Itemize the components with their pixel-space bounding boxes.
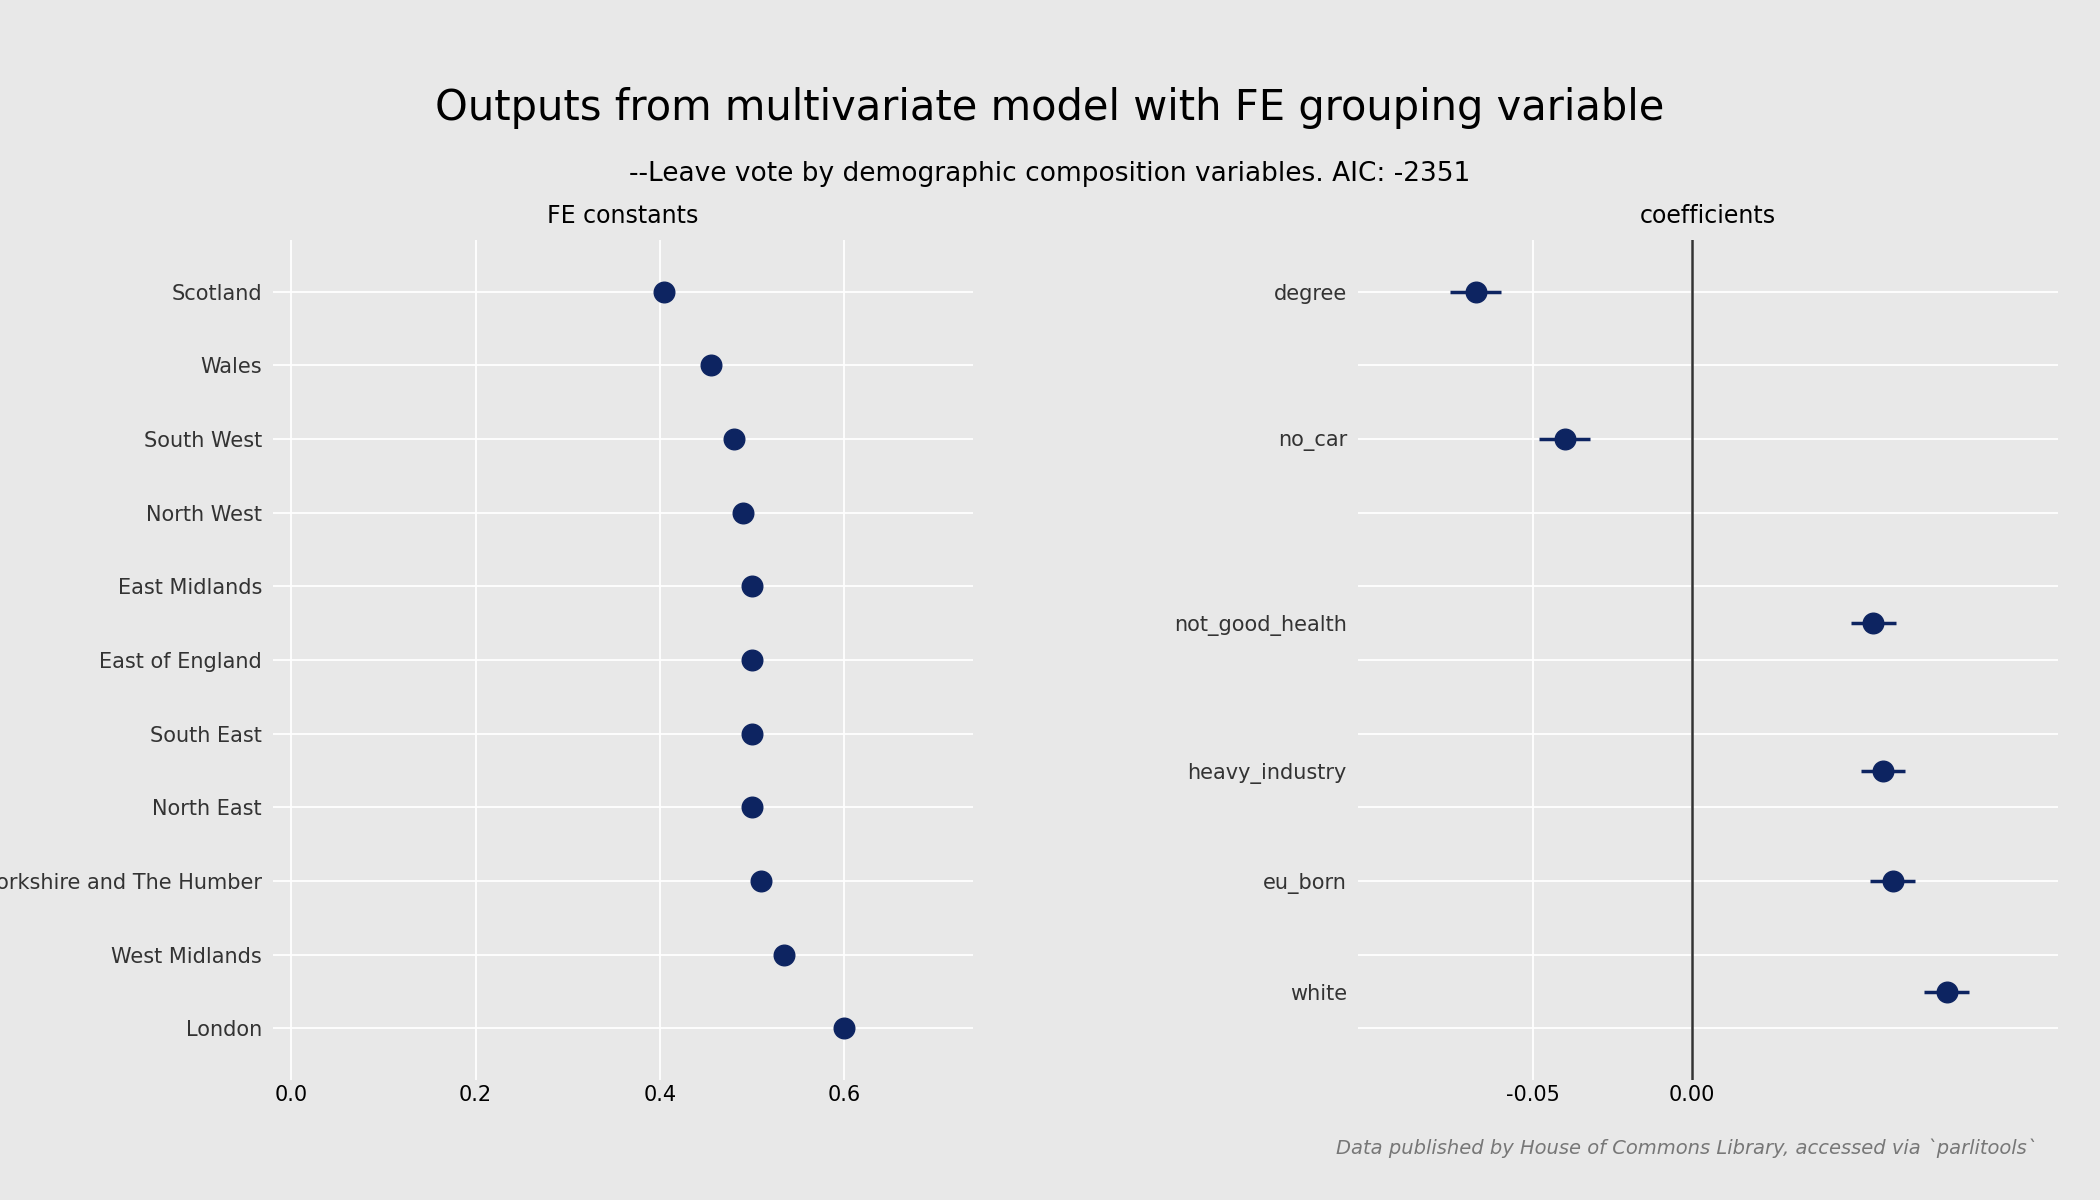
Point [1875, 871, 1909, 890]
Text: Data published by House of Commons Library, accessed via `parlitools`: Data published by House of Commons Libra… [1336, 1139, 2037, 1158]
Point [735, 577, 769, 596]
Point [1930, 982, 1964, 1001]
Point [727, 503, 760, 522]
Point [1856, 613, 1890, 632]
Point [1867, 761, 1901, 780]
Point [647, 282, 680, 301]
Point [735, 650, 769, 670]
Point [735, 724, 769, 743]
Title: FE constants: FE constants [548, 204, 699, 228]
Text: Outputs from multivariate model with FE grouping variable: Outputs from multivariate model with FE … [435, 86, 1665, 128]
Point [1460, 282, 1493, 301]
Point [735, 798, 769, 817]
Point [1548, 430, 1581, 449]
Text: --Leave vote by demographic composition variables. AIC: -2351: --Leave vote by demographic composition … [630, 161, 1470, 187]
Point [716, 430, 750, 449]
Point [766, 946, 800, 965]
Point [693, 355, 727, 374]
Point [827, 1019, 861, 1038]
Title: coefficients: coefficients [1640, 204, 1777, 228]
Point [743, 871, 777, 890]
